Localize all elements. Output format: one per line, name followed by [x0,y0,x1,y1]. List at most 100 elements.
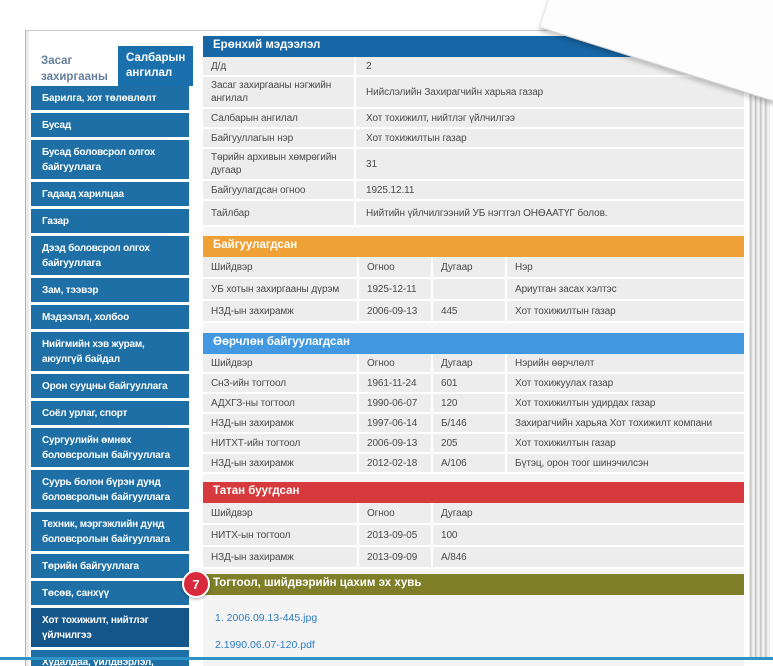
reorganized-section-header: Өөрчлөн байгуулагдсан [203,333,744,354]
table-header-row: Шийдвэр Огноо Дугаар Нэрийн өөрчлөлт [203,354,744,374]
sidebar-item[interactable]: Бусад боловсрол олгох байгууллага [31,140,189,179]
sidebar-item[interactable]: Сургуулийн өмнөх боловсролын байгууллага [31,428,189,467]
row-label: Байгууллагын нэр [203,129,356,147]
sidebar-item[interactable]: Бусад [31,113,189,137]
table-cell: Бүтэц, орон тоог шинэчилсэн [515,457,649,469]
table-cell: 1925-12-11 [359,279,433,299]
column-header: Огноо [359,354,433,372]
table-row: НЗД-ын захирамж 1997-06-14 Б/146 Захирагчий… [203,414,744,434]
general-table: Д/д 2 Засаг захиргааны нэгжийн ангилал Нийс… [203,57,744,227]
dissolved-section-header: Татан буугдсан [203,482,744,503]
table-cell: НИТХТ-ийн тогтоол [203,434,359,452]
sidebar-item[interactable]: Соёл урлаг, спорт [31,401,189,425]
column-header: Дугаар [441,507,473,519]
sidebar-item[interactable]: Төрийн байгууллага [31,554,189,578]
sidebar-item[interactable]: Техник, мэргэжлийн дунд боловсролын байг… [31,512,189,551]
attachment-link-row: 1. 2006.09.13-445.jpg [215,608,732,626]
sidebar: Барилга, хот төлөвлөлт Бусад Бусад боловср… [31,86,189,666]
main-content: Ерөнхий мэдээлэл Д/д 2 Засаг захиргааны нэ… [182,36,744,666]
table-cell: 2006-09-13 [359,434,433,452]
attachments-section-header: 7 Тогтоол, шийдвэрийн цахим эх хувь [182,570,744,598]
table-cell: 2013-09-05 [359,525,433,545]
table-row: НИТХТ-ийн тогтоол 2006-09-13 205 Хот тохижи… [203,434,744,454]
table-cell: АДХГЗ-ны тогтоол [203,394,359,412]
row-value: 2 [366,60,372,72]
table-cell: А/846 [441,551,467,563]
row-value: Хот тохижилт, нийтлэг үйлчилгээ [366,112,515,124]
table-cell: 2012-02-18 [359,454,433,472]
row-value: Хот тохижилтын газар [366,132,467,144]
sidebar-item[interactable]: Зам, тээвэр [31,278,189,302]
sidebar-item[interactable]: Барилга, хот төлөвлөлт [31,86,189,110]
attachment-link[interactable]: 2.1990.06.07-120.pdf [215,638,315,651]
table-cell: 1997-06-14 [359,414,433,432]
table-row: НЗД-ын захирамж 2012-02-18 А/106 Бүтэц, оро… [203,454,744,474]
table-cell: 1961-11-24 [359,374,433,392]
row-label: Байгуулагдсан огноо [203,181,356,199]
column-header: Огноо [359,257,433,277]
table-cell: Б/146 [433,414,507,432]
table-row: НЗД-ын захирамж 2013-09-09 А/846 [203,547,744,569]
table-cell: А/106 [433,454,507,472]
sidebar-item[interactable]: Хот тохижилт, нийтлэг үйлчилгээ [31,608,189,647]
sidebar-item[interactable]: Төсөв, санхүү [31,581,189,605]
table-cell: УБ хотын захиргааны дүрэм [203,279,359,299]
sidebar-item[interactable]: Дээд боловсрол олгох байгууллага [31,236,189,275]
general-info-section: Ерөнхий мэдээлэл Д/д 2 Засаг захиргааны нэ… [203,36,744,227]
sidebar-item[interactable]: Нийгмийн хэв журам, аюулгүй байдал [31,332,189,371]
attachment-links: 1. 2006.09.13-445.jpg 2.1990.06.07-120.pd… [203,595,744,666]
table-row: Д/д 2 [203,57,744,77]
tab-zasag-zakhirgaany[interactable]: Засаг захиргааны [41,55,108,83]
row-label: Д/д [203,57,356,75]
column-header: Шийдвэр [203,503,359,523]
row-value: Нийслэлийн Захирагчийн харьяа газар [366,86,544,98]
tab-bar: Засаг захиргааны Салбарын ангилал [31,46,193,86]
row-label: Төрийн архивын хөмрөгийн дугаар [203,149,356,179]
table-cell: 1990-06-07 [359,394,433,412]
table-cell: Захирагчийн харьяа Хот тохижилт компани [515,417,712,429]
sidebar-item[interactable]: Орон сууцны байгууллага [31,374,189,398]
founded-section: Байгуулагдсан Шийдвэр Огноо Дугаар Нэр УБ хо… [203,236,744,323]
row-label: Тайлбар [203,201,356,225]
table-cell: НЗД-ын захирамж [203,454,359,472]
column-header: Огноо [359,503,433,523]
tab-salbaryn-angilal[interactable]: Салбарын ангилал [118,46,193,86]
column-header: Дугаар [433,257,507,277]
table-row: Байгуулагдсан огноо 1925.12.11 [203,181,744,201]
table-cell [433,279,507,299]
table-cell: НЗД-ын захирамж [203,547,359,567]
row-label: Салбарын ангилал [203,109,356,127]
sidebar-item[interactable]: Мэдээлэл, холбоо [31,305,189,329]
table-cell: НЗД-ын захирамж [203,414,359,432]
table-cell: Хот тохижуулах газар [515,377,614,389]
attachment-link[interactable]: 1. 2006.09.13-445.jpg [215,612,318,624]
page-edge-right [749,86,770,657]
founded-section-header: Байгуулагдсан [203,236,744,257]
reorganized-table: Шийдвэр Огноо Дугаар Нэрийн өөрчлөлт СнЗ-ийн… [203,354,744,474]
column-header: Шийдвэр [203,257,359,277]
bottom-divider [0,657,773,660]
table-cell: Хот тохижилтын газар [515,305,616,317]
attachment-link-row: 3.1997.06.14-146.pdf [215,661,732,666]
table-cell: 445 [433,301,507,321]
table-row: Тайлбар Нийтийн үйлчилгээний УБ нэгтгэл О… [203,201,744,227]
dissolved-table: Шийдвэр Огноо Дугаар НИТХ-ын тогтоол 2013-09… [203,503,744,569]
sidebar-item[interactable]: Газар [31,209,189,233]
table-cell: НЗД-ын захирамж [203,301,359,321]
row-value: Нийтийн үйлчилгээний УБ нэгтгэл ОНӨААТҮГ… [366,207,608,219]
row-label: Засаг захиргааны нэгжийн ангилал [203,77,356,107]
table-row: Засаг захиргааны нэгжийн ангилал Нийслэли… [203,77,744,109]
column-header: Дугаар [433,354,507,372]
sidebar-item[interactable]: Суурь болон бүрэн дунд боловсролын байгу… [31,470,189,509]
table-cell: 2006-09-13 [359,301,433,321]
table-row: Салбарын ангилал Хот тохижилт, нийтлэг үй… [203,109,744,129]
sidebar-item[interactable]: Гадаад харилцаа [31,182,189,206]
table-row: НИТХ-ын тогтоол 2013-09-05 100 [203,525,744,547]
table-row: УБ хотын захиргааны дүрэм 1925-12-11 Ариут… [203,279,744,301]
table-cell: 2013-09-09 [359,547,433,567]
table-cell: СнЗ-ийн тогтоол [203,374,359,392]
book-page: Засаг захиргааны Салбарын ангилал Барилг… [25,30,749,666]
row-value: 1925.12.11 [366,184,415,196]
row-value: 31 [366,158,377,170]
